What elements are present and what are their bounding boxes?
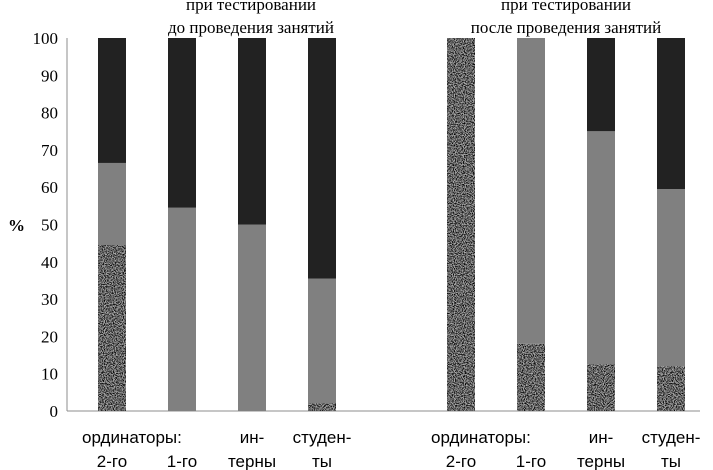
category-label-line: ординаторы:: [431, 428, 531, 447]
bar-segment: [238, 224, 266, 411]
bar-segment: [657, 38, 685, 190]
category-label-line: ин-: [240, 428, 265, 447]
bar-segment: [238, 38, 266, 225]
bar-segment: [98, 38, 126, 163]
y-tick-label: 0: [50, 402, 59, 421]
category-label-line: ин-: [589, 428, 614, 447]
bar-segment: [308, 38, 336, 279]
category-label-line: терны: [228, 452, 276, 470]
y-tick-label: 90: [41, 66, 58, 85]
category-label-line: 1-го: [167, 452, 197, 470]
bar-segment: [168, 207, 196, 411]
y-tick-label: 20: [41, 327, 58, 346]
bar-segment-texture: [517, 343, 545, 411]
bars: [98, 38, 685, 411]
y-axis-label: %: [8, 216, 25, 235]
category-label-line: терны: [577, 452, 625, 470]
category-label-line: 2-го: [97, 452, 127, 470]
bar-segment-texture: [657, 366, 685, 411]
category-label-line: ты: [661, 452, 681, 470]
bar-segment: [657, 189, 685, 367]
bar-segment: [168, 38, 196, 208]
group-label-line: при тестировании: [186, 0, 316, 14]
y-tick-label: 70: [41, 141, 58, 160]
category-label-line: ты: [312, 452, 332, 470]
y-tick-label: 100: [33, 29, 59, 48]
group-label-line: до проведения занятий: [168, 18, 334, 37]
bar-segment: [517, 38, 545, 344]
bar-segment-texture: [98, 245, 126, 411]
y-tick-label: 60: [41, 178, 58, 197]
y-tick-label: 80: [41, 104, 58, 123]
group-label-line: после проведения занятий: [471, 18, 661, 37]
bar-segment-texture: [447, 38, 475, 411]
category-label-line: ординаторы:: [82, 428, 182, 447]
group-label-line: при тестировании: [501, 0, 631, 14]
category-label-line: 1-го: [516, 452, 546, 470]
bar-segment-texture: [587, 364, 615, 411]
y-tick-label: 30: [41, 290, 58, 309]
bar-segment: [587, 131, 615, 365]
category-label-line: 2-го: [446, 452, 476, 470]
category-label-line: студен-: [642, 428, 701, 447]
bar-segment: [587, 38, 615, 132]
bar-segment-texture: [308, 403, 336, 411]
category-label-line: студен-: [293, 428, 352, 447]
y-tick-label: 50: [41, 216, 58, 235]
group-labels: при тестировании до проведения занятий при…: [168, 0, 661, 37]
y-tick-labels: 0 10 20 30 40 50 60 70 80 90 100: [33, 29, 59, 421]
y-tick-label: 40: [41, 253, 58, 272]
category-labels: ординаторы: 2-го 1-го ин-терны студен-ты орди…: [82, 428, 700, 470]
y-tick-label: 10: [41, 365, 58, 384]
bar-segment: [308, 278, 336, 404]
bar-segment: [98, 162, 126, 246]
